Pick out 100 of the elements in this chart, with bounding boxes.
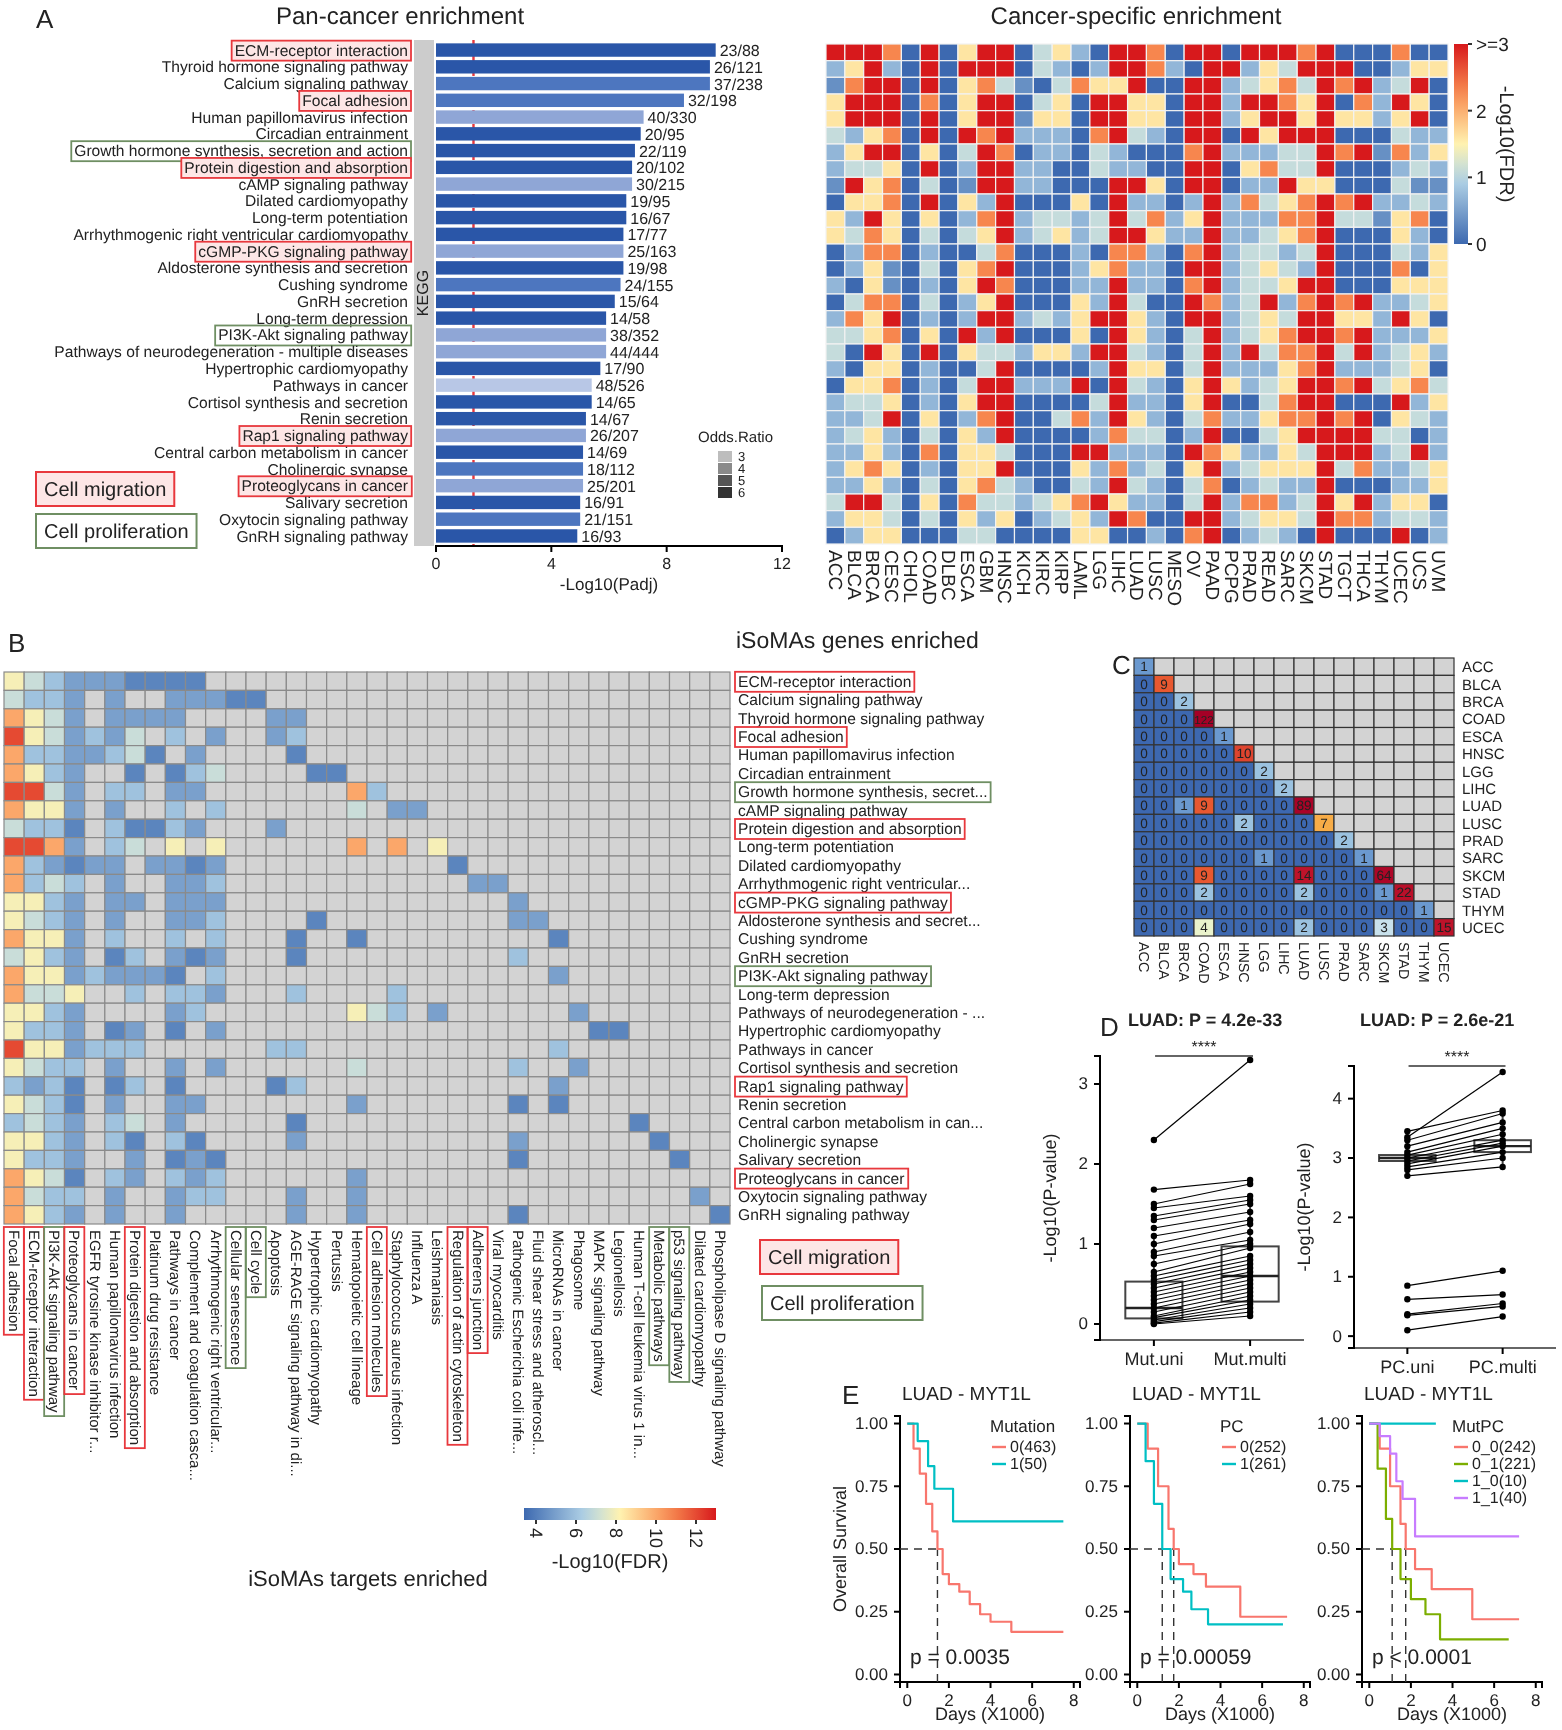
x-tick-label: PAAD — [1199, 550, 1222, 601]
x-tick-label: THYM — [1369, 550, 1392, 604]
data-label: 44/444 — [610, 343, 661, 362]
x-tick-label: PCPG — [1218, 550, 1241, 604]
y-tick-label: 0.00 — [1316, 1663, 1351, 1684]
y-tick-label: 3 — [1078, 1073, 1089, 1094]
x-tick-label: OV — [1180, 550, 1203, 579]
data-label: 21/151 — [584, 511, 635, 530]
text: Cell proliferation — [770, 1294, 915, 1316]
legend-title: PC — [1220, 1416, 1244, 1436]
x-tick-label: KICH — [1011, 550, 1034, 596]
data-label: 20/102 — [636, 159, 687, 178]
data-label: 19/95 — [630, 192, 672, 211]
data-label: 14/65 — [595, 393, 637, 412]
x-tick-label: UVM — [1425, 550, 1448, 593]
annotation: **** — [1191, 1038, 1217, 1056]
y-tick-label: 4 — [1332, 1088, 1343, 1109]
y-tick-label: 0.25 — [854, 1601, 889, 1622]
legend-label: 0(463) — [1010, 1438, 1057, 1456]
x-tick-label: GBM — [973, 550, 996, 594]
x-tick-label: UCS — [1407, 550, 1430, 591]
y-tick-label: 2 — [1332, 1206, 1343, 1227]
data-label: 14/58 — [610, 310, 652, 329]
text: Cell proliferation — [44, 522, 189, 544]
data-label: 32/198 — [687, 92, 739, 111]
x-tick-label: SARC — [1275, 550, 1298, 604]
color-bar-label: 8 — [605, 1528, 626, 1539]
y-tick-label: 0.50 — [854, 1538, 889, 1559]
x-tick-label: PC.multi — [1468, 1356, 1537, 1377]
y-axis-title: -Log10(P-value) — [1040, 1133, 1060, 1263]
y-tick-label: 0.25 — [1084, 1601, 1119, 1622]
data-label: 30/215 — [636, 176, 687, 195]
legend-title: Mutation — [990, 1416, 1056, 1436]
data-label: 26/121 — [713, 58, 764, 77]
text: E — [842, 1380, 860, 1410]
x-tick-label: UCEC — [1388, 550, 1411, 605]
x-tick-label: THCA — [1350, 550, 1373, 604]
color-bar-label: 12 — [685, 1528, 706, 1549]
y-tick-label: 1 — [1332, 1266, 1343, 1287]
text: A — [36, 4, 54, 34]
y-tick-label: 2 — [1078, 1153, 1089, 1174]
y-tick-label: 0.75 — [1316, 1475, 1351, 1496]
data-label: 48/526 — [595, 377, 646, 396]
color-bar-label: >=3 — [1476, 35, 1509, 57]
data-label: 14/69 — [587, 444, 629, 463]
data-label: 25/201 — [587, 477, 638, 496]
y-tick-label: 0.00 — [854, 1663, 889, 1684]
data-label: 38/352 — [610, 326, 661, 345]
x-tick-label: READ — [1256, 550, 1279, 604]
x-tick-label: 0 — [1364, 1690, 1375, 1711]
y-tick-label: 3 — [1332, 1147, 1343, 1168]
annotation: p = 0.00059 — [1140, 1646, 1252, 1670]
data-label: 18/112 — [587, 460, 636, 479]
legend-label: 0(252) — [1240, 1438, 1287, 1456]
data-label: 25/163 — [627, 243, 678, 262]
x-tick-label: KIRP — [1048, 550, 1071, 595]
legend-label: 1(50) — [1010, 1455, 1049, 1473]
x-tick-label: 8 — [1531, 1690, 1542, 1711]
x-tick-label: 0 — [1132, 1690, 1143, 1711]
legend-label: 1(261) — [1240, 1455, 1287, 1473]
text: Cell migration — [768, 1248, 891, 1270]
x-tick-label: 8 — [662, 555, 673, 574]
data-label: 37/238 — [713, 75, 764, 94]
color-bar-title: -Log10(FDR) — [551, 1552, 669, 1574]
text: C — [1112, 650, 1131, 680]
legend-label: 1_1(40) — [1472, 1489, 1528, 1507]
data-label: 15/64 — [618, 293, 660, 312]
facet-strip: KEGG — [414, 40, 434, 546]
data-label: 23/88 — [719, 42, 761, 61]
text: D — [1100, 1012, 1119, 1042]
y-tick-label: 0.00 — [1084, 1663, 1119, 1684]
chart-title: Pan-cancer enrichment — [275, 2, 526, 30]
x-tick-label: Mut.multi — [1213, 1348, 1287, 1369]
data-label: 16/93 — [581, 527, 623, 546]
x-tick-label: CHOL — [898, 550, 921, 603]
x-tick-label: 4 — [546, 555, 557, 574]
x-tick-label: CESC — [879, 550, 902, 604]
data-label: 26/207 — [589, 427, 640, 446]
data-label: 16/67 — [630, 209, 672, 228]
x-tick-label: LUSC — [1143, 550, 1166, 601]
data-label: 24/155 — [624, 276, 675, 295]
chart-title: LUAD - MYT1L — [902, 1384, 1031, 1406]
legend-label: 0_0(242) — [1472, 1438, 1537, 1456]
y-axis-title: Overall Survival — [830, 1485, 850, 1613]
color-bar-label: 6 — [565, 1528, 586, 1539]
x-tick-label: KIRC — [1030, 550, 1053, 596]
y-tick-label: 0.25 — [1316, 1601, 1351, 1622]
chart-title: LUAD: P = 4.2e-33 — [1128, 1010, 1283, 1030]
annotation: p < 0.0001 — [1372, 1646, 1473, 1670]
data-label: 20/95 — [644, 125, 686, 144]
legend-label: 0_1(221) — [1472, 1455, 1537, 1473]
data-label: 17/77 — [627, 226, 669, 245]
x-tick-label: 8 — [1069, 1690, 1080, 1711]
x-tick-label: LAML — [1067, 550, 1090, 600]
data-label: 22/119 — [638, 142, 688, 161]
color-bar-title: -Log10(FDR) — [1494, 85, 1516, 203]
chart-title: Cancer-specific enrichment — [990, 2, 1283, 30]
text: Cell migration — [44, 480, 167, 502]
chart-title: LUAD - MYT1L — [1364, 1384, 1493, 1406]
x-axis-title: Days (X1000) — [934, 1704, 1046, 1724]
